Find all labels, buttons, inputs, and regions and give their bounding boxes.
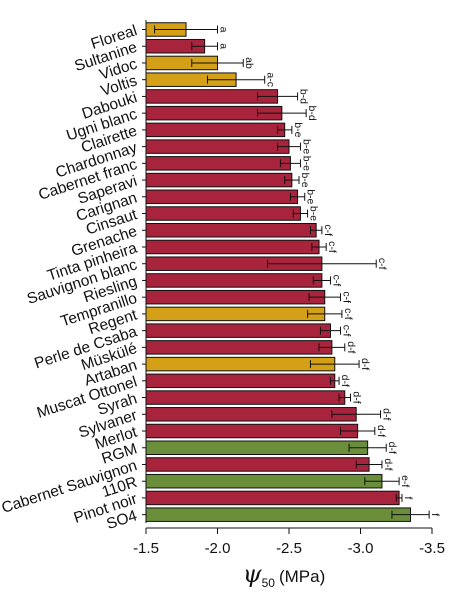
x-axis-title-symbol: ψ xyxy=(243,560,263,588)
bar xyxy=(145,306,326,322)
x-tick-label: -1.5 xyxy=(133,540,159,557)
bar xyxy=(145,356,336,372)
bar-group: a xyxy=(142,22,230,37)
significance-label: b-d xyxy=(306,106,318,121)
bar-group: d-f xyxy=(142,423,387,439)
x-axis: -1.5 -2.0 -2.5 -3.0 -3.5 xyxy=(133,527,445,557)
bar xyxy=(145,407,357,422)
bar-group: b-e xyxy=(142,206,320,221)
bar-group: b-e xyxy=(142,122,304,138)
bars-layer: aaaba-cb-db-db-eb-eb-eb-eb-eb-ec-fc-fc-f… xyxy=(142,20,441,524)
bar xyxy=(145,490,400,506)
significance-label: b-e xyxy=(300,139,312,154)
bar-group: e-f xyxy=(142,473,411,489)
x-tick-label: -2.0 xyxy=(205,540,231,557)
significance-label: d-f xyxy=(386,442,398,454)
significance-label: a-c xyxy=(265,72,277,87)
bar xyxy=(145,340,333,355)
bar-group: b-d xyxy=(142,106,318,121)
bar xyxy=(145,223,317,238)
bar-group: c-f xyxy=(142,256,388,271)
x-axis-title: ψ50 (MPa) xyxy=(243,560,325,590)
bar-group: d-f xyxy=(142,356,371,372)
bar-group: b-d xyxy=(142,89,310,104)
bar-group: d-f xyxy=(142,390,362,405)
significance-label: d-f xyxy=(350,391,362,403)
significance-label: d-f xyxy=(375,425,387,437)
bar-group: b-e xyxy=(142,156,312,171)
bar xyxy=(145,206,301,221)
bar-group: c-f xyxy=(142,306,354,322)
bar xyxy=(145,423,359,439)
bar xyxy=(145,373,336,389)
significance-label: d-f xyxy=(339,375,351,387)
bar-group: c-f xyxy=(142,289,352,305)
bar xyxy=(145,473,383,489)
bar-group: c-f xyxy=(142,223,334,238)
significance-label: a xyxy=(218,43,230,49)
significance-label: e-f xyxy=(399,475,411,487)
significance-label: c-f xyxy=(340,325,352,337)
bar xyxy=(145,440,369,455)
bar-group: b-e xyxy=(142,139,312,154)
x-axis-title-unit: (MPa) xyxy=(279,567,325,586)
significance-label: d-f xyxy=(382,458,394,470)
x-axis-title-subscript: 50 xyxy=(262,576,276,590)
significance-label: d-f xyxy=(345,341,357,353)
bar-group: c-f xyxy=(142,323,352,338)
significance-label: b-e xyxy=(300,156,312,171)
significance-label: d-f xyxy=(381,408,393,420)
x-tick-label: -3.5 xyxy=(419,540,445,557)
significance-label: ab xyxy=(243,57,255,69)
significance-label: a xyxy=(218,27,230,33)
significance-label: c-f xyxy=(342,308,354,320)
bar xyxy=(145,390,346,405)
bar xyxy=(145,507,412,522)
bar-group: d-f xyxy=(142,407,393,422)
significance-label: b-e xyxy=(292,122,304,137)
bar-group: b-e xyxy=(142,172,311,188)
bar xyxy=(145,289,326,305)
significance-label: f xyxy=(402,496,414,499)
bar-group: c-f xyxy=(142,273,342,288)
bar xyxy=(145,156,291,171)
bar xyxy=(145,139,290,154)
bar-group: ab xyxy=(142,55,255,71)
bar xyxy=(145,457,370,472)
bar-group: a-c xyxy=(142,72,277,87)
significance-label: c-f xyxy=(322,224,334,236)
significance-label: c-f xyxy=(326,241,338,253)
x-tick-label: -3.0 xyxy=(348,540,374,557)
bar xyxy=(145,122,286,138)
significance-label: f xyxy=(429,513,441,516)
bar xyxy=(145,172,293,188)
x-tick-label: -2.5 xyxy=(276,540,302,557)
significance-label: c-f xyxy=(376,258,388,270)
bar xyxy=(145,323,331,338)
bar-group: d-f xyxy=(142,373,351,389)
bar xyxy=(145,189,299,205)
bar xyxy=(145,273,323,288)
significance-label: d-f xyxy=(359,358,371,370)
bar-group: d-f xyxy=(142,457,394,472)
significance-label: b-e xyxy=(299,172,311,187)
bar-group: f xyxy=(142,507,441,522)
bar-group: b-e xyxy=(142,189,317,205)
significance-label: b-e xyxy=(305,189,317,204)
bar-group: f xyxy=(142,490,414,506)
significance-label: b-d xyxy=(298,89,310,104)
significance-label: c-f xyxy=(330,275,342,287)
significance-label: b-e xyxy=(308,206,320,221)
bar-group: d-f xyxy=(142,440,398,455)
bar xyxy=(145,239,320,255)
bar-group: c-f xyxy=(142,239,338,255)
bar-group: a xyxy=(142,38,230,54)
bar-group: d-f xyxy=(142,340,357,355)
significance-label: c-f xyxy=(340,291,352,303)
